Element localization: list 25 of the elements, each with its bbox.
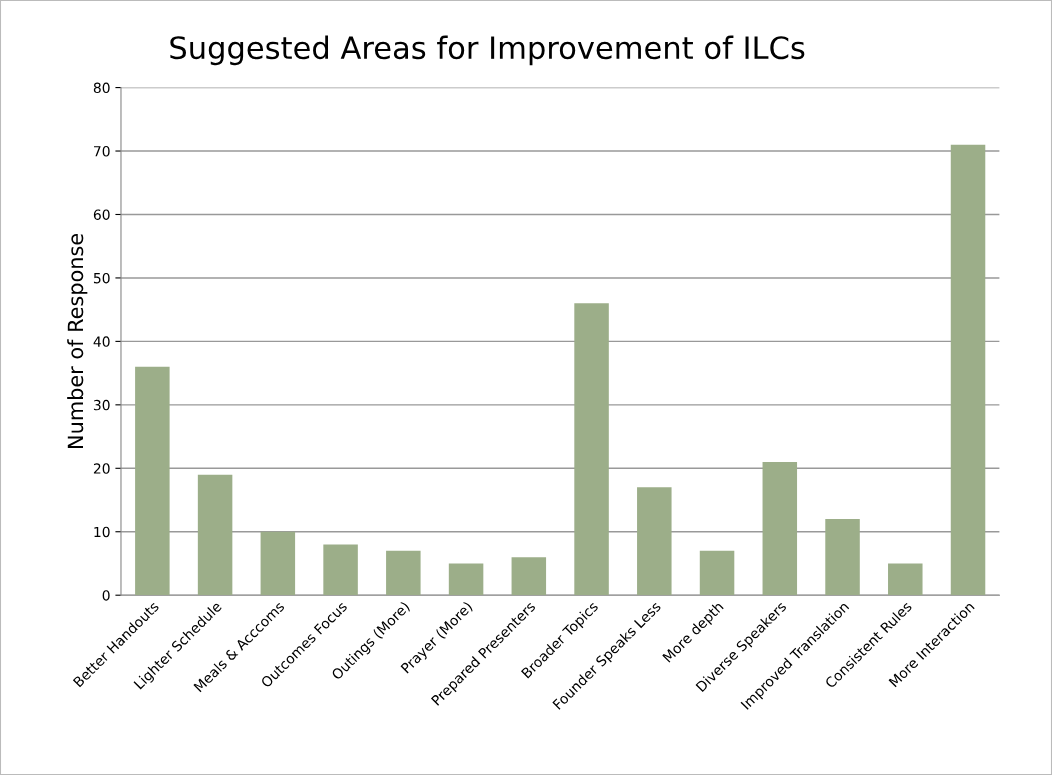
y-tick-label: 20: [93, 463, 110, 474]
y-tick-label: 10: [94, 526, 110, 538]
chart-title: Suggested Areas for Improvement of ILCs: [170, 35, 805, 66]
bar: [323, 544, 358, 596]
bar: [260, 531, 296, 596]
y-tick-label: 40: [93, 336, 110, 347]
y-tick-label: 80: [93, 82, 110, 94]
y-tick-label: 0: [102, 590, 110, 601]
bar: [888, 563, 923, 596]
bar: [574, 303, 609, 596]
bar: [448, 563, 484, 596]
bar: [511, 557, 547, 596]
bar: [197, 474, 233, 596]
bar: [637, 487, 672, 596]
bar: [762, 461, 798, 596]
y-tick-label: 50: [93, 272, 110, 284]
bar: [950, 144, 986, 596]
bar: [825, 519, 860, 596]
y-tick-label: 60: [93, 209, 110, 220]
bar: [386, 550, 421, 596]
bar: [135, 366, 170, 596]
y-tick-label: 30: [93, 399, 110, 411]
y-tick-label: 70: [94, 146, 110, 157]
y-axis-title: Number of Response: [67, 233, 88, 448]
bar: [699, 550, 735, 596]
